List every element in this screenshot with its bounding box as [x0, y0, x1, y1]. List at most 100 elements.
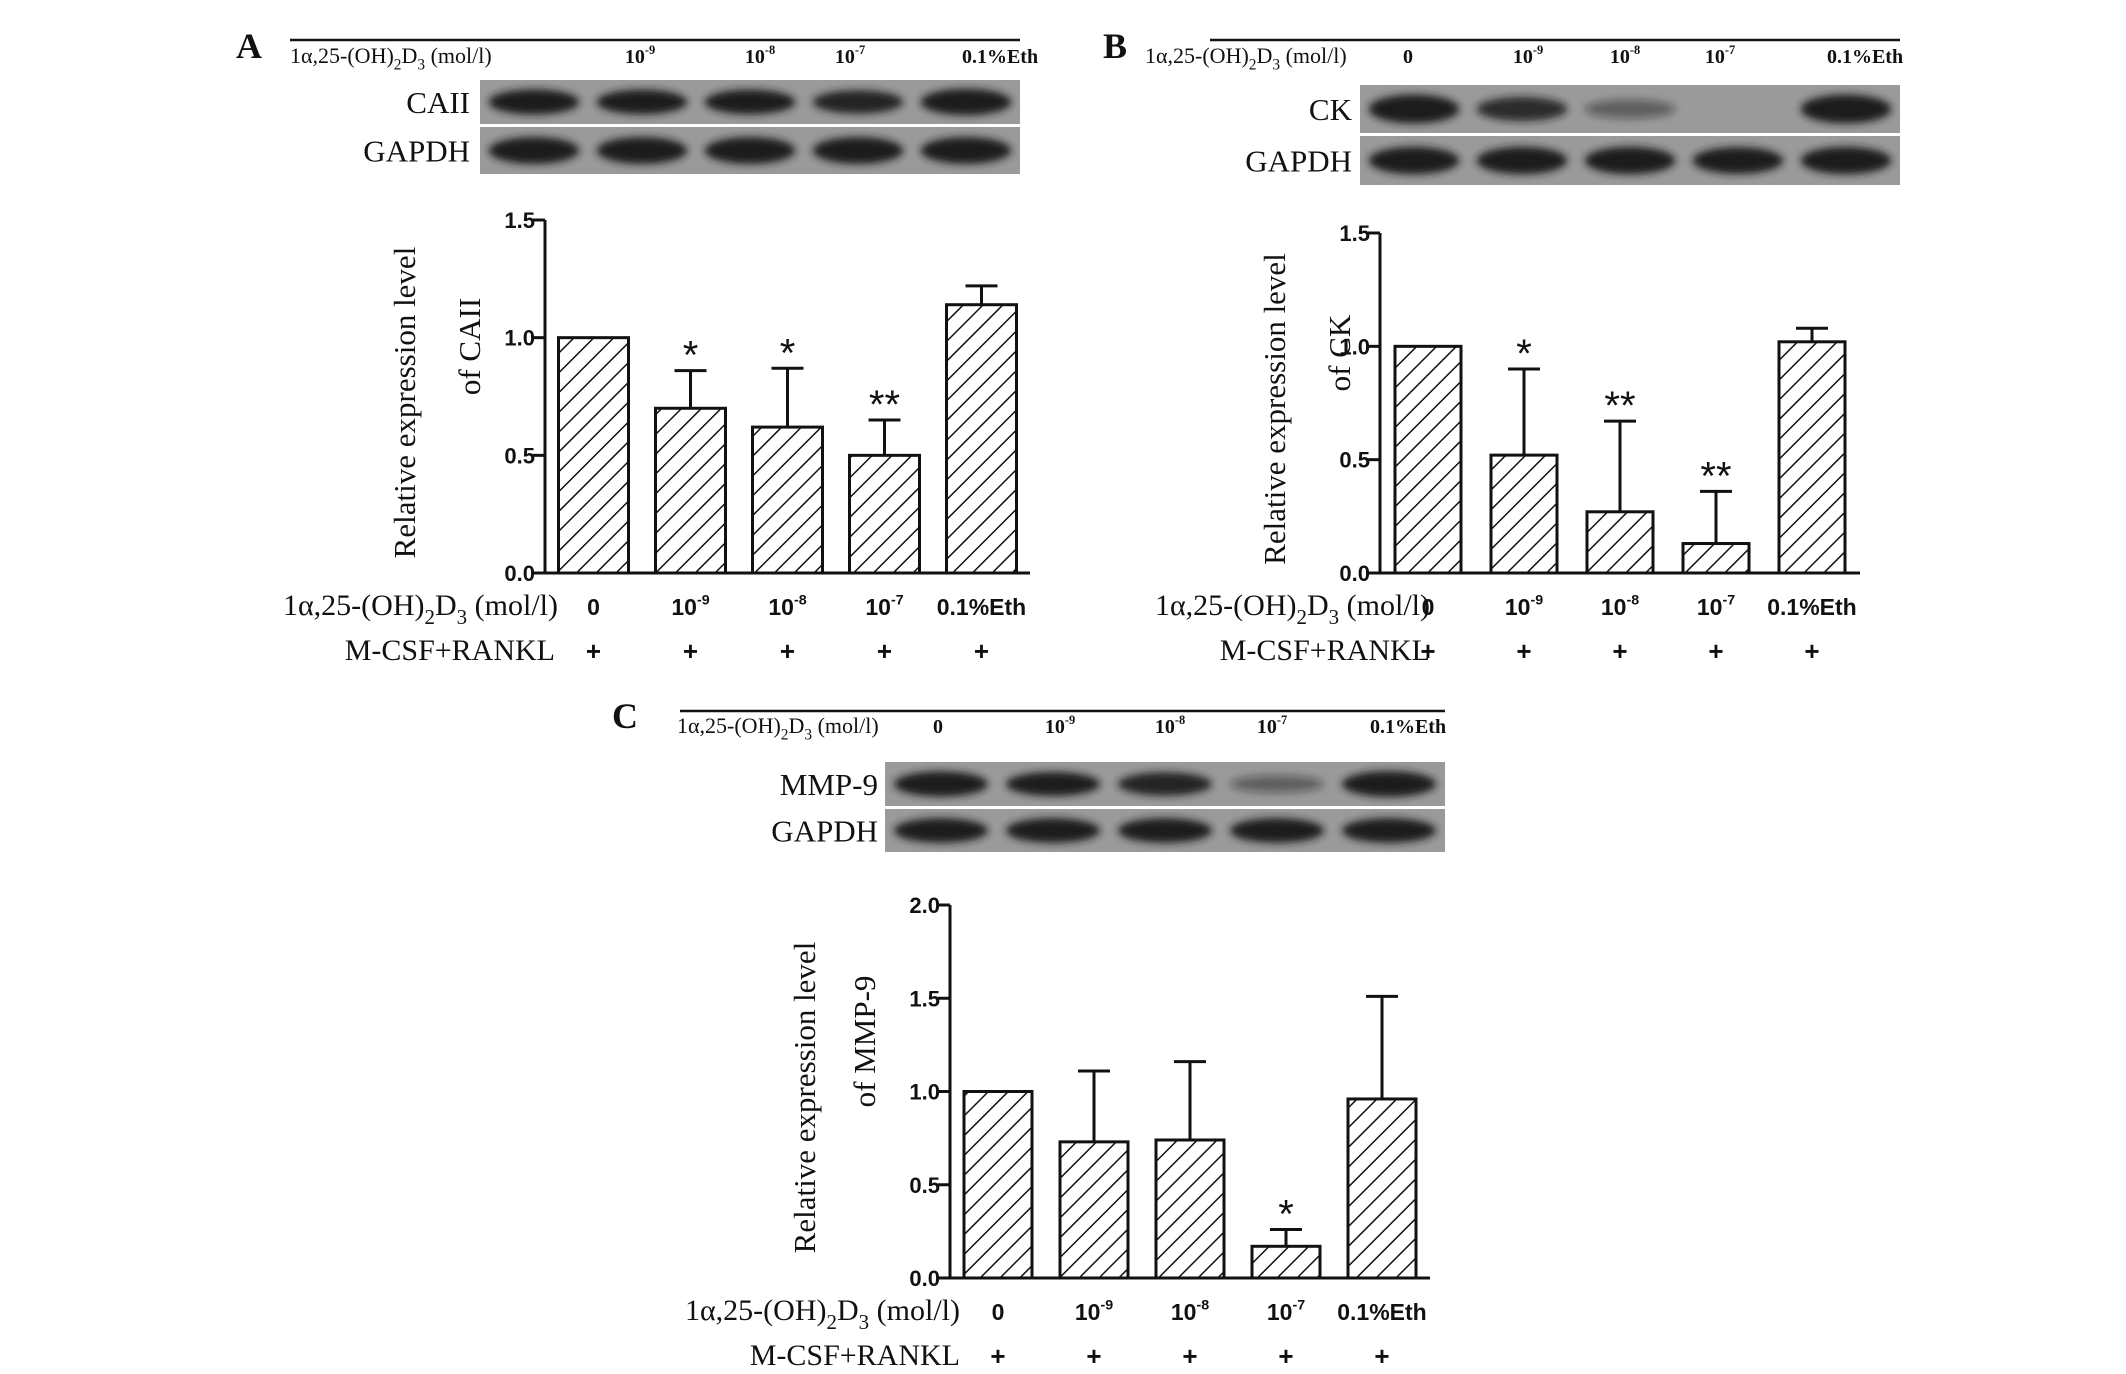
- panel-c: C 1α,25-(OH)2D3 (mol/l) 0 10-9 10-8 10-7 0.1%E…: [612, 696, 1446, 1372]
- blot-band: [1229, 818, 1325, 843]
- blot-lane-label: 10-7: [1705, 43, 1735, 68]
- blot-treatment-label: 1α,25-(OH)2D3 (mol/l): [1145, 43, 1347, 74]
- x-tick-label: 0.1%Eth: [1337, 1299, 1426, 1325]
- x-tick-label: 10-7: [865, 593, 903, 620]
- bar: [1777, 340, 1847, 575]
- blot-band: [920, 88, 1012, 116]
- bar-chart: 0.0 0.5 1.0 1.5 2.0 Relative expression level…: [685, 893, 1430, 1372]
- blot-row-label: CAII: [406, 85, 470, 120]
- blot-band: [1476, 96, 1568, 122]
- blot-band: [812, 137, 904, 164]
- blot-lane-label: 10-8: [1610, 43, 1640, 68]
- blot-band: [1341, 771, 1437, 797]
- x-axis-label: 1α,25-(OH)2D3 (mol/l): [283, 589, 558, 629]
- blot-lane-label: 10-9: [1045, 713, 1075, 738]
- y-axis-label: Relative expression level: [787, 942, 822, 1254]
- treatment-plus-mark: +: [990, 1341, 1005, 1371]
- panel-a: A 1α,25-(OH)2D3 (mol/l) 10-9 10-8 10-7 0.1%Et…: [236, 26, 1038, 667]
- treatment-plus-mark: +: [1804, 636, 1819, 666]
- y-tick-label: 1.5: [1339, 221, 1370, 246]
- bar: [962, 1090, 1034, 1280]
- blot-band: [1005, 771, 1101, 797]
- blot-band: [1584, 99, 1676, 119]
- treatment-row-label: M-CSF+RANKL: [750, 1339, 960, 1372]
- treatment-plus-mark: +: [1516, 636, 1531, 666]
- significance-mark: *: [1278, 1193, 1294, 1237]
- treatment-plus-mark: +: [586, 636, 601, 666]
- treatment-plus-mark: +: [1374, 1341, 1389, 1371]
- blot-lane-label: 0.1%Eth: [962, 46, 1038, 68]
- blot-row-label: CK: [1309, 92, 1353, 127]
- bar: [945, 303, 1018, 575]
- significance-mark: *: [683, 334, 699, 378]
- y-tick-label: 1.5: [909, 986, 940, 1011]
- treatment-plus-mark: +: [1086, 1341, 1101, 1371]
- x-axis-label: 1α,25-(OH)2D3 (mol/l): [1155, 589, 1430, 629]
- blot-lane-label: 10-7: [835, 43, 865, 68]
- blot-band: [920, 137, 1012, 164]
- x-tick-label: 10-9: [671, 593, 709, 620]
- blot-lane-label: 10-8: [745, 43, 775, 68]
- blot-lane-label: 10-8: [1155, 713, 1185, 738]
- blot-band: [596, 89, 688, 115]
- blot-band: [1005, 818, 1101, 843]
- blot-band: [1117, 818, 1213, 843]
- blot-band: [1341, 818, 1437, 843]
- blot-row-label: GAPDH: [363, 134, 470, 169]
- blot-band: [1584, 146, 1676, 175]
- x-tick-label: 0: [587, 594, 600, 620]
- x-tick-label: 10-8: [768, 593, 806, 620]
- x-tick-label: 10-8: [1601, 593, 1639, 620]
- significance-mark: **: [1604, 384, 1635, 428]
- y-axis-label: Relative expression level: [387, 247, 422, 559]
- y-tick-label: 0.5: [909, 1173, 940, 1198]
- treatment-plus-mark: +: [877, 636, 892, 666]
- blot-lane-label: 0.1%Eth: [1827, 46, 1903, 68]
- x-tick-label: 10-8: [1171, 1298, 1209, 1325]
- y-tick-label: 0.5: [1339, 448, 1370, 473]
- significance-mark: **: [869, 383, 900, 427]
- x-axis-label: 1α,25-(OH)2D3 (mol/l): [685, 1294, 960, 1334]
- bar: [848, 453, 921, 575]
- western-blot: 1α,25-(OH)2D3 (mol/l) 0 10-9 10-8 10-7 0.1%Et…: [1145, 38, 1903, 185]
- blot-band: [1692, 147, 1784, 174]
- treatment-plus-mark: +: [1278, 1341, 1293, 1371]
- bar: [1681, 542, 1751, 575]
- blot-lane-label: 0: [933, 716, 943, 738]
- treatment-row-label: M-CSF+RANKL: [345, 634, 555, 667]
- blot-band: [488, 89, 580, 115]
- panel-letter: A: [236, 26, 262, 66]
- western-blot: 1α,25-(OH)2D3 (mol/l) 0 10-9 10-8 10-7 0.1%Et…: [677, 709, 1446, 852]
- blot-band: [1229, 775, 1325, 793]
- y-tick-label: 0.0: [504, 561, 535, 586]
- bar: [1346, 1097, 1418, 1280]
- y-tick-label: 0.0: [1339, 561, 1370, 586]
- x-tick-label: 0.1%Eth: [937, 594, 1026, 620]
- significance-mark: *: [780, 331, 796, 375]
- blot-lane-label: 10-7: [1257, 713, 1287, 738]
- bar: [1250, 1244, 1322, 1280]
- blot-lane-label: 0.1%Eth: [1370, 716, 1446, 738]
- blot-row-label: GAPDH: [1245, 144, 1352, 179]
- bar: [557, 336, 630, 575]
- treatment-plus-mark: +: [1420, 636, 1435, 666]
- panel-b: B 1α,25-(OH)2D3 (mol/l) 0 10-9 10-8 10-7 0.1%E…: [1103, 26, 1903, 667]
- blot-band: [812, 90, 904, 114]
- blot-band: [704, 89, 796, 115]
- panel-letter: B: [1103, 26, 1127, 66]
- western-blot: 1α,25-(OH)2D3 (mol/l) 10-9 10-8 10-7 0.1%Eth…: [290, 38, 1038, 174]
- treatment-plus-mark: +: [683, 636, 698, 666]
- blot-treatment-label: 1α,25-(OH)2D3 (mol/l): [290, 43, 492, 74]
- blot-band: [1368, 94, 1460, 124]
- y-tick-label: 2.0: [909, 893, 940, 918]
- panel-letter: C: [612, 696, 638, 736]
- y-tick-label: 0.0: [909, 1266, 940, 1291]
- blot-band: [1368, 146, 1460, 175]
- bar-chart: 0.0 0.5 1.0 1.5 Relative expression level of …: [283, 208, 1030, 667]
- x-tick-label: 0: [1422, 594, 1435, 620]
- blot-lane-label: 0: [1403, 46, 1413, 68]
- blot-treatment-label: 1α,25-(OH)2D3 (mol/l): [677, 713, 879, 744]
- bar: [1058, 1140, 1130, 1280]
- x-tick-label: 10-9: [1075, 1298, 1113, 1325]
- blot-lane-label: 10-9: [1513, 43, 1543, 68]
